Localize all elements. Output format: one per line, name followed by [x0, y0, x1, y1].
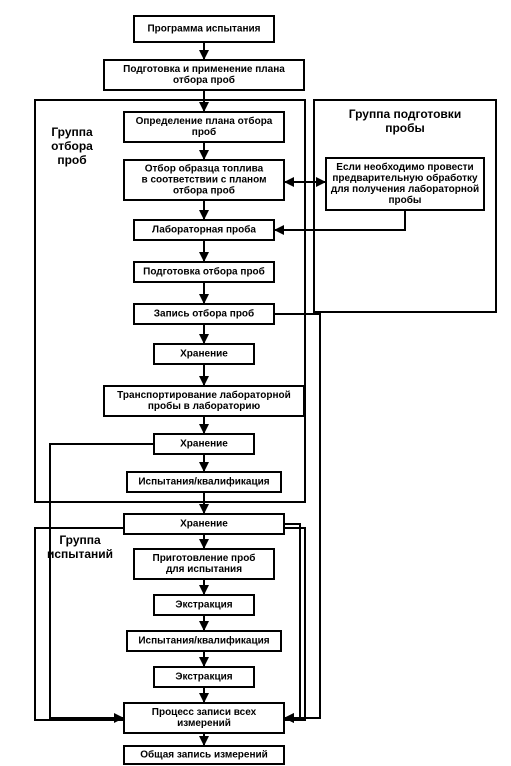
- node-label: Подготовка и применение плана: [123, 64, 285, 75]
- node-label: проб: [192, 126, 216, 138]
- group-label: пробы: [385, 121, 425, 135]
- node-label: Процесс записи всех: [152, 707, 257, 718]
- group-label: испытаний: [47, 547, 113, 561]
- node-label: Запись отбора проб: [154, 308, 254, 320]
- node-label: Отбор образца топлива: [145, 163, 264, 175]
- node-label: пробы: [389, 194, 422, 206]
- edge: [284, 524, 300, 718]
- node-label: пробы в лабораторию: [148, 400, 261, 412]
- node-label: отбора проб: [173, 74, 235, 86]
- node-label: в соответствии с планом: [142, 175, 267, 186]
- node-label: Транспортирование лабораторной: [117, 389, 291, 401]
- group-label: Группа: [51, 125, 93, 139]
- node-label: Хранение: [180, 439, 228, 450]
- node-label: Программа испытания: [147, 24, 260, 35]
- node-label: Хранение: [180, 349, 228, 360]
- node-label: Общая запись измерений: [140, 749, 268, 761]
- nodes-layer: Программа испытания Подготовка и применен…: [104, 16, 484, 764]
- node-label: Экстракция: [175, 600, 232, 611]
- group-label: Группа: [59, 533, 101, 547]
- node-label: Испытания/квалификация: [138, 635, 269, 647]
- group-label: Группа подготовки: [349, 107, 461, 121]
- flowchart-container: ГруппаотборапробГруппа подготовкипробыГр…: [0, 0, 511, 766]
- group-label: проб: [57, 153, 86, 167]
- node-label: для получения лабораторной: [331, 183, 479, 195]
- node-label: Экстракция: [175, 672, 232, 683]
- node-label: Приготовление проб: [153, 552, 256, 564]
- node-label: Хранение: [180, 519, 228, 530]
- node-label: Испытания/квалификация: [138, 476, 269, 488]
- node-label: Подготовка отбора проб: [143, 266, 265, 278]
- node-label: измерений: [177, 718, 231, 729]
- edge: [274, 210, 405, 230]
- node-label: Лабораторная проба: [152, 224, 256, 236]
- node-label: отбора проб: [173, 185, 235, 197]
- node-label: для испытания: [166, 564, 242, 575]
- node-label: предварительную обработку: [332, 172, 478, 184]
- node-label: Если необходимо провести: [336, 161, 473, 173]
- node-label: Определение плана отбора: [136, 115, 273, 127]
- group-label: отбора: [51, 139, 93, 153]
